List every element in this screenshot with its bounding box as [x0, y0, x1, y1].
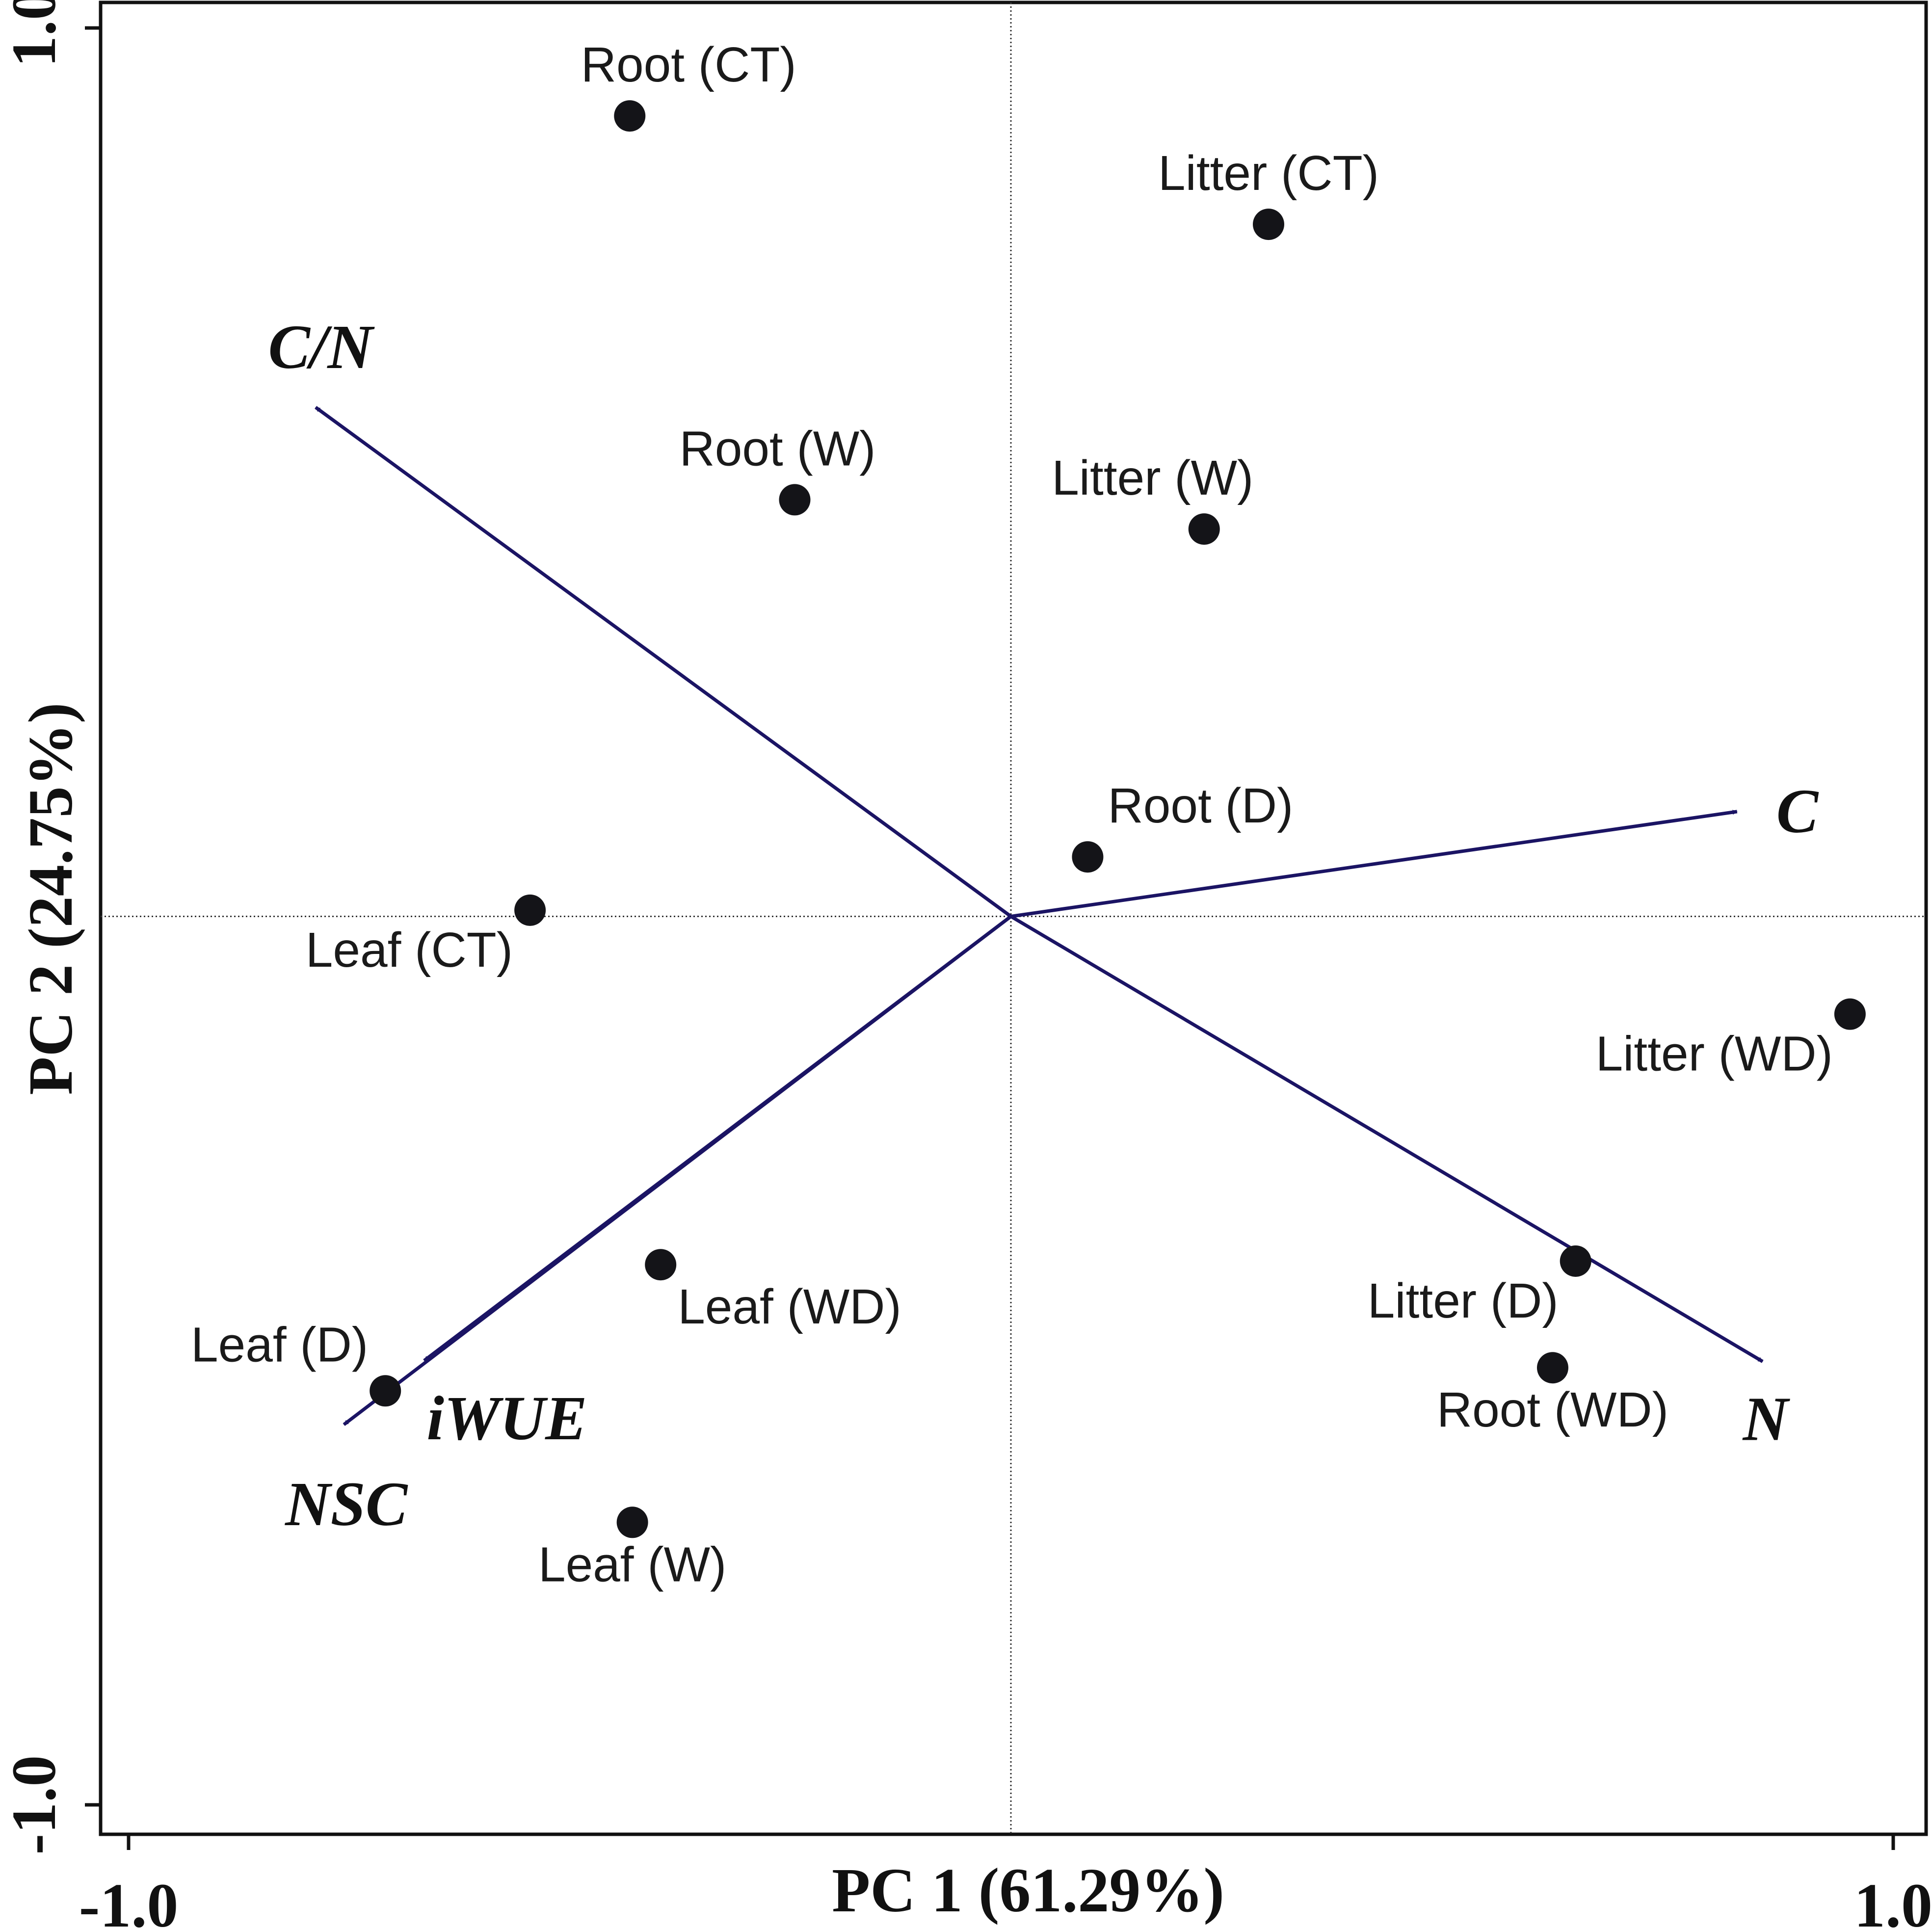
- loading-arrow-iwue: [423, 915, 1012, 1362]
- score-point-label: Litter (W): [1052, 450, 1253, 505]
- score-point: [645, 1249, 677, 1281]
- score-point: [779, 484, 811, 516]
- x-tick-label: -1.0: [79, 1871, 179, 1929]
- loading-arrow-c-n: [315, 406, 1012, 918]
- score-point-label: Litter (WD): [1596, 1027, 1833, 1082]
- loading-arrow-c: [1010, 810, 1738, 918]
- score-point: [1536, 1352, 1568, 1384]
- x-tick-label: 1.0: [1854, 1871, 1932, 1929]
- y-tick-label: -1.0: [0, 1755, 69, 1855]
- plot-border: [99, 0, 1928, 1836]
- score-point: [370, 1375, 401, 1407]
- y-axis-title: PC 2 (24.75%): [16, 703, 85, 1095]
- score-point: [614, 100, 646, 132]
- score-point: [1253, 209, 1285, 240]
- score-point: [616, 1506, 648, 1538]
- loading-label-c: C: [1776, 776, 1819, 846]
- score-point: [1072, 841, 1104, 873]
- y-tick-label: 1.0: [0, 0, 69, 67]
- score-point-label: Root (D): [1108, 778, 1294, 833]
- loading-label-c-n: C/N: [268, 312, 375, 382]
- score-point-label: Root (W): [679, 421, 875, 476]
- score-point: [1188, 513, 1220, 545]
- score-point-label: Leaf (W): [538, 1537, 726, 1592]
- loading-arrows: C/N C N NSC iWUE: [268, 312, 1819, 1539]
- score-point-label: Root (CT): [581, 37, 796, 92]
- score-point-label: Litter (D): [1368, 1273, 1559, 1328]
- score-point-label: Root (WD): [1437, 1382, 1668, 1437]
- score-point-label: Leaf (WD): [678, 1279, 901, 1334]
- loading-label-n: N: [1742, 1384, 1791, 1454]
- loading-label-nsc: NSC: [284, 1469, 408, 1539]
- loading-arrow-n: [1010, 915, 1764, 1363]
- score-point-label: Leaf (CT): [306, 923, 513, 978]
- loading-label-iwue: iWUE: [426, 1383, 587, 1453]
- x-axis-title: PC 1 (61.29%): [832, 1855, 1224, 1925]
- score-point: [1560, 1245, 1591, 1277]
- score-point: [1834, 998, 1866, 1030]
- score-point: [514, 894, 546, 926]
- score-points: Root (CT) Litter (CT) Root (W) Litter (W) Ro…: [191, 37, 1866, 1592]
- score-point-label: Litter (CT): [1158, 146, 1379, 201]
- score-point-label: Leaf (D): [191, 1317, 368, 1372]
